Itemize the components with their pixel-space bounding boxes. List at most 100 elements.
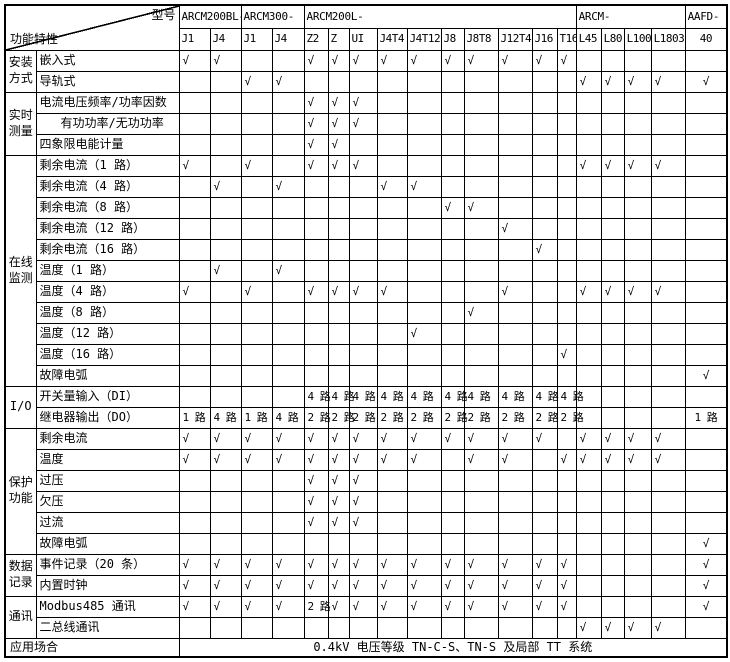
empty-cell — [406, 301, 442, 324]
check-cell: √ — [600, 280, 625, 303]
check-cell: √ — [178, 154, 211, 177]
check-cell: √ — [209, 259, 242, 282]
check-cell: √ — [303, 280, 329, 303]
empty-cell — [650, 595, 686, 618]
empty-cell — [623, 532, 652, 555]
empty-cell — [406, 154, 442, 177]
empty-cell — [600, 511, 625, 534]
check-cell: √ — [327, 469, 350, 492]
check-cell: √ — [303, 490, 329, 513]
check-cell: √ — [575, 154, 602, 177]
empty-cell — [497, 175, 533, 198]
empty-cell — [271, 490, 305, 513]
column-group-header: ARCM300- — [240, 4, 305, 29]
table-row: 内置时钟 √ √ √ √ √ √ √ √ √ √ √ √ √ √ √ — [5, 574, 728, 597]
empty-cell — [178, 175, 211, 198]
empty-cell — [650, 469, 686, 492]
check-cell: √ — [440, 49, 465, 72]
empty-cell — [623, 322, 652, 345]
empty-cell — [556, 490, 577, 513]
empty-cell — [650, 364, 686, 387]
empty-cell — [684, 154, 728, 177]
empty-cell — [497, 154, 533, 177]
empty-cell — [271, 133, 305, 156]
empty-cell — [623, 490, 652, 513]
empty-cell — [623, 301, 652, 324]
value-cell: 2 路 — [556, 406, 584, 429]
empty-cell — [440, 490, 465, 513]
empty-cell — [376, 469, 408, 492]
empty-cell — [178, 112, 211, 135]
check-cell: √ — [556, 49, 577, 72]
empty-cell — [575, 112, 602, 135]
empty-cell — [178, 259, 211, 282]
check-cell: √ — [497, 448, 533, 471]
empty-cell — [650, 511, 686, 534]
empty-cell — [376, 259, 408, 282]
check-cell: √ — [271, 553, 305, 576]
value-cell: 2 路 — [440, 406, 468, 429]
empty-cell — [556, 301, 577, 324]
column-group-header: ARCM- — [575, 4, 686, 29]
empty-cell — [209, 343, 242, 366]
empty-cell — [178, 301, 211, 324]
feature-label: 嵌入式 — [35, 49, 180, 72]
empty-cell — [556, 112, 577, 135]
empty-cell — [463, 532, 499, 555]
empty-cell — [531, 364, 558, 387]
empty-cell — [440, 469, 465, 492]
feature-label: 温度（4 路） — [35, 280, 180, 303]
empty-cell — [575, 301, 602, 324]
empty-cell — [600, 385, 625, 408]
empty-cell — [303, 238, 329, 261]
empty-cell — [240, 511, 273, 534]
corner-feature-label: 功能特性 — [10, 31, 59, 46]
feature-label: 剩余电流（8 路） — [35, 196, 180, 219]
empty-cell — [271, 511, 305, 534]
check-cell: √ — [623, 154, 652, 177]
empty-cell — [271, 301, 305, 324]
check-cell: √ — [327, 490, 350, 513]
empty-cell — [623, 196, 652, 219]
empty-cell — [178, 91, 211, 114]
empty-cell — [440, 238, 465, 261]
empty-cell — [327, 259, 350, 282]
empty-cell — [271, 469, 305, 492]
empty-cell — [240, 133, 273, 156]
value-cell: 2 路 — [348, 406, 378, 429]
check-cell: √ — [178, 574, 211, 597]
empty-cell — [271, 616, 305, 639]
application-row: 应用场合 0.4kV 电压等级 TN-C-S、TN-S 及局部 TT 系统 — [4, 637, 728, 658]
model-header: 40 — [684, 27, 728, 51]
empty-cell — [600, 574, 625, 597]
empty-cell — [575, 196, 602, 219]
feature-table: 型号 功能特性 ARCM200BL- ARCM300- ARCM200L- ARCM-… — [4, 4, 729, 658]
feature-label: 剩余电流（12 路） — [35, 217, 180, 240]
empty-cell — [623, 574, 652, 597]
empty-cell — [406, 532, 442, 555]
table-foot: 应用场合 0.4kV 电压等级 TN-C-S、TN-S 及局部 TT 系统 — [4, 637, 728, 658]
empty-cell — [406, 238, 442, 261]
empty-cell — [440, 322, 465, 345]
feature-label: 欠压 — [35, 490, 180, 513]
value-cell: 2 路 — [376, 406, 408, 429]
empty-cell — [440, 112, 465, 135]
check-cell: √ — [178, 280, 211, 303]
empty-cell — [463, 490, 499, 513]
empty-cell — [531, 448, 558, 471]
empty-cell — [376, 70, 408, 93]
value-cell: 4 路 — [556, 385, 584, 408]
check-cell: √ — [463, 49, 499, 72]
table-row: 过流 √ √ √ — [5, 511, 728, 534]
check-cell: √ — [650, 280, 686, 303]
empty-cell — [463, 133, 499, 156]
model-header: UI — [348, 27, 378, 51]
row-group-label: 安装 方式 — [4, 49, 37, 93]
empty-cell — [406, 616, 442, 639]
empty-cell — [684, 112, 728, 135]
empty-cell — [463, 175, 499, 198]
check-cell: √ — [240, 154, 273, 177]
empty-cell — [327, 238, 350, 261]
value-cell: 4 路 — [376, 385, 408, 408]
empty-cell — [209, 112, 242, 135]
